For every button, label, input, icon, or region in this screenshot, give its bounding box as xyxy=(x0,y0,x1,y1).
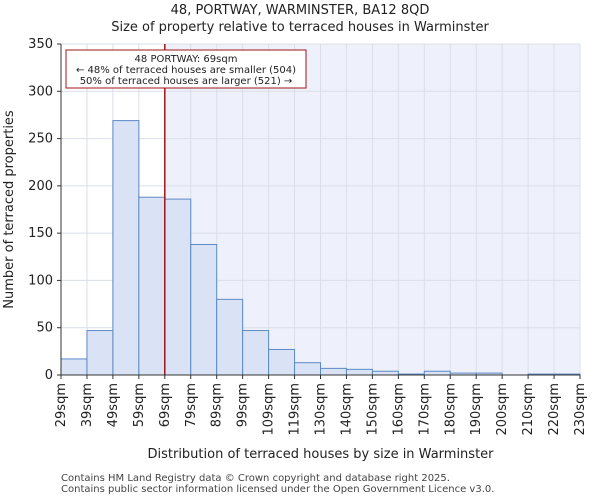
bar-140sqm xyxy=(345,368,373,376)
annotation-box xyxy=(65,49,307,89)
chart-area: 0 50 100 150 200 250 300 350 29sqm 39sqm 49sqm 59sq… xyxy=(2,37,588,462)
x-tick-label: 119sqm xyxy=(288,383,303,436)
x-tick-label: 180sqm xyxy=(443,383,458,436)
bar-69sqm xyxy=(164,198,192,376)
bar-89sqm xyxy=(216,298,244,376)
y-tick-label: 50 xyxy=(36,321,53,336)
x-tick-label: 200sqm xyxy=(495,383,510,436)
chart-subtitle: Size of property relative to terraced ho… xyxy=(111,20,489,35)
bar-79sqm xyxy=(190,243,218,376)
bar-130sqm xyxy=(320,367,347,376)
x-tick-label: 140sqm xyxy=(339,383,354,436)
x-tick-label: 89sqm xyxy=(210,383,225,427)
chart-title: 48, PORTWAY, WARMINSTER, BA12 8QD xyxy=(170,3,430,18)
bar-109sqm xyxy=(268,348,296,376)
y-tick-label: 250 xyxy=(28,132,53,147)
x-tick-label: 59sqm xyxy=(132,383,147,427)
bar-150sqm xyxy=(371,370,399,376)
y-tick-label: 350 xyxy=(28,37,53,52)
x-tick-label: 79sqm xyxy=(184,383,199,427)
footer-licence: Contains public sector information licen… xyxy=(61,484,495,495)
x-tick-label: 210sqm xyxy=(521,383,536,436)
bar-119sqm xyxy=(294,362,321,376)
annotation-line-1: 48 PORTWAY: 69sqm xyxy=(135,54,238,65)
x-tick-label: 39sqm xyxy=(80,383,95,427)
bar-29sqm xyxy=(60,358,88,376)
bar-49sqm xyxy=(112,120,140,376)
x-tick-label: 150sqm xyxy=(365,383,380,436)
x-tick-label: 69sqm xyxy=(158,383,173,427)
x-tick-label: 170sqm xyxy=(417,383,432,436)
annotation-line-3: 50% of terraced houses are larger (521) … xyxy=(80,76,293,87)
x-axis-label: Distribution of terraced houses by size … xyxy=(147,447,494,462)
x-tick-label: 109sqm xyxy=(262,383,277,436)
x-tick-label: 130sqm xyxy=(314,383,329,436)
y-axis-label: Number of terraced properties xyxy=(2,110,17,309)
y-tick-label: 300 xyxy=(28,84,53,99)
x-tick-label: 99sqm xyxy=(236,383,251,427)
y-tick-label: 100 xyxy=(28,273,53,288)
x-tick-label: 190sqm xyxy=(469,383,484,436)
x-tick-label: 220sqm xyxy=(547,383,562,436)
annotation-line-2: ← 48% of terraced houses are smaller (50… xyxy=(76,65,296,76)
footer-copyright: Contains HM Land Registry data © Crown c… xyxy=(61,473,450,484)
bar-99sqm xyxy=(242,330,270,376)
bar-170sqm xyxy=(423,370,451,376)
bar-59sqm xyxy=(138,196,166,376)
x-tick-label: 29sqm xyxy=(54,383,69,427)
x-tick-label: 49sqm xyxy=(106,383,121,427)
x-tick-label: 160sqm xyxy=(391,383,406,436)
y-tick-label: 0 xyxy=(45,368,53,383)
y-tick-label: 200 xyxy=(28,179,53,194)
y-tick-label: 150 xyxy=(28,226,53,241)
bar-39sqm xyxy=(86,330,114,376)
x-tick-label: 230sqm xyxy=(573,383,588,436)
